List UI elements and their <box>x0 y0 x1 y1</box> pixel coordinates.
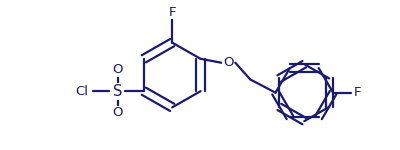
Text: S: S <box>113 84 123 99</box>
Text: Cl: Cl <box>75 85 88 98</box>
Text: F: F <box>354 86 362 99</box>
Text: O: O <box>113 63 123 76</box>
Text: O: O <box>223 56 234 69</box>
Text: F: F <box>168 6 176 19</box>
Text: O: O <box>113 106 123 119</box>
